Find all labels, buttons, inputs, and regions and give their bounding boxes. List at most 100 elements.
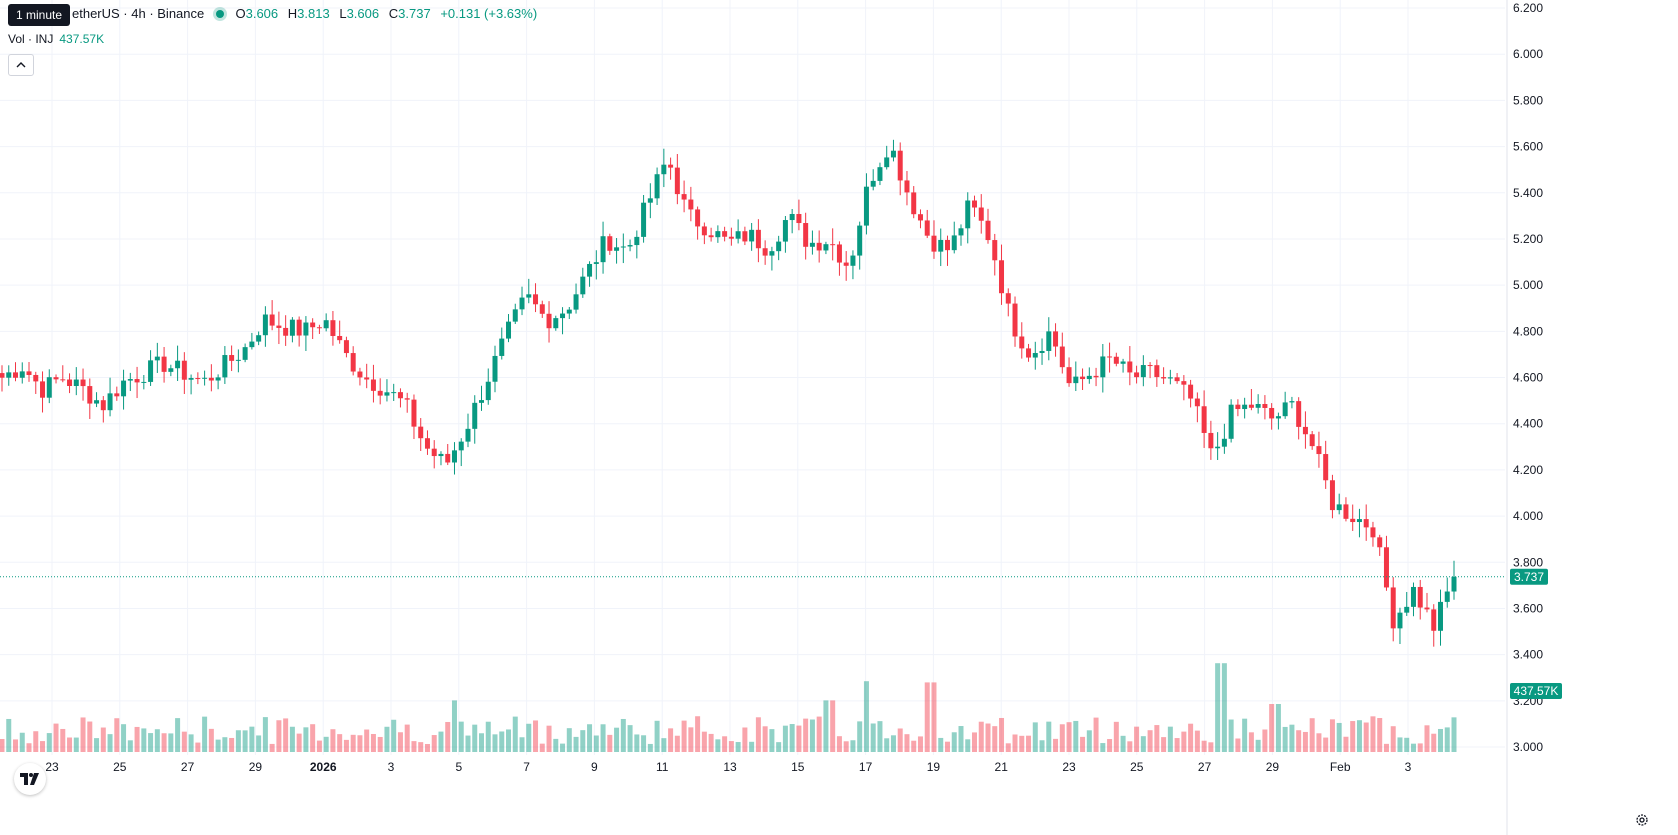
volume-bar [175, 718, 181, 752]
volume-bar [445, 721, 451, 752]
price-tick-label: 4.800 [1513, 324, 1543, 338]
price-change: +0.131 (+3.63%) [440, 6, 538, 21]
volume-bar [1140, 736, 1146, 752]
candle-body [94, 400, 100, 404]
candle-body [269, 314, 275, 326]
candle-body [1417, 586, 1423, 608]
volume-bar [1424, 725, 1430, 752]
volume-bar [19, 732, 25, 752]
gear-icon[interactable] [1632, 810, 1652, 830]
price-tick-label: 3.000 [1513, 740, 1543, 754]
volume-bar [701, 731, 707, 752]
volume-bar [431, 735, 437, 752]
collapse-legend-button[interactable] [8, 54, 34, 76]
volume-bar [816, 716, 822, 752]
candle-body [789, 213, 795, 221]
candle-body [944, 239, 950, 251]
candle-body [391, 392, 397, 394]
volume-bar [1093, 717, 1099, 752]
volume-bar [1417, 743, 1423, 752]
candle-body [431, 448, 437, 457]
volume-bar [1174, 738, 1180, 752]
volume-bar [1059, 724, 1065, 752]
candle-body [546, 313, 552, 329]
volume-bar [472, 724, 478, 752]
volume-bar [33, 731, 39, 752]
candle-body [620, 246, 626, 248]
tradingview-logo-icon[interactable] [14, 763, 46, 795]
candle-body [1120, 361, 1126, 364]
candle-body [1059, 346, 1065, 368]
candle-body [195, 378, 201, 380]
candle-body [377, 390, 383, 396]
time-axis[interactable]: 23 25 27 29 2026 3 5 7 9 11 13 15 17 19 21 23 25 27 29 Feb 3 [45, 760, 1411, 774]
symbol-title[interactable]: etherUS · 4h · Binance [72, 6, 205, 21]
candle-body [742, 231, 748, 242]
volume-bar [580, 730, 586, 752]
volume-bar [917, 736, 923, 752]
candle-body [472, 402, 478, 429]
candle-body [1039, 350, 1045, 354]
volume-bar [377, 736, 383, 752]
time-tick-label: 23 [1062, 760, 1076, 774]
volume-bar [985, 723, 991, 752]
volume-bar [769, 729, 775, 752]
candle-body [762, 248, 768, 256]
volume-bar [958, 726, 964, 752]
volume-bar [695, 716, 701, 752]
candle-body [904, 180, 910, 193]
volume-bar [1282, 726, 1288, 752]
volume-bar [830, 700, 836, 752]
candle-body [1019, 336, 1025, 349]
candle-body [1201, 406, 1207, 433]
volume-bar [539, 743, 545, 752]
volume-bar [492, 734, 498, 752]
volume-bar [1444, 727, 1450, 752]
price-tick-label: 5.600 [1513, 140, 1543, 154]
candle-body [1383, 547, 1389, 588]
time-tick-label: 9 [591, 760, 598, 774]
price-axis[interactable]: 6.200 6.000 5.800 5.600 5.400 5.200 5.000 4.800… [1513, 1, 1543, 754]
volume-bar [1066, 722, 1072, 752]
volume-bar [1228, 719, 1234, 752]
volume-bar [350, 734, 356, 752]
volume-bar [1005, 743, 1011, 752]
volume-bar [1026, 735, 1032, 752]
volume-bar [283, 718, 289, 752]
volume-bar [735, 742, 741, 752]
volume-bar [951, 732, 957, 752]
volume-bar [553, 738, 559, 752]
volume-bar [499, 731, 505, 752]
candle-body [809, 242, 815, 247]
candle-body [1026, 348, 1032, 358]
candle-body [580, 276, 586, 295]
candle-body [634, 236, 640, 246]
candle-body [26, 371, 32, 375]
time-tick-label: 3 [388, 760, 395, 774]
candle-body [121, 380, 127, 397]
volume-bar [843, 741, 849, 752]
volume-bar [1302, 731, 1308, 752]
candle-body [303, 322, 309, 336]
candle-body [384, 392, 390, 396]
time-tick-label: 21 [995, 760, 1009, 774]
volume-bar [999, 717, 1005, 752]
candle-body [830, 244, 836, 246]
volume-bar [681, 720, 687, 752]
time-tick-label: 19 [927, 760, 941, 774]
volume-bar [1431, 733, 1437, 752]
volume-bar [1053, 738, 1059, 752]
candle-body [695, 209, 701, 227]
candle-body [877, 167, 883, 181]
volume-bar [451, 700, 457, 752]
chevron-up-icon [16, 62, 26, 68]
volume-bar [229, 737, 235, 752]
candle-body [1390, 587, 1396, 629]
volume-bar [249, 726, 255, 752]
volume-bar [40, 741, 46, 752]
candle-body [1228, 404, 1234, 439]
volume-bar [303, 727, 309, 752]
volume-bar [188, 734, 194, 752]
volume-bar [1262, 729, 1268, 752]
